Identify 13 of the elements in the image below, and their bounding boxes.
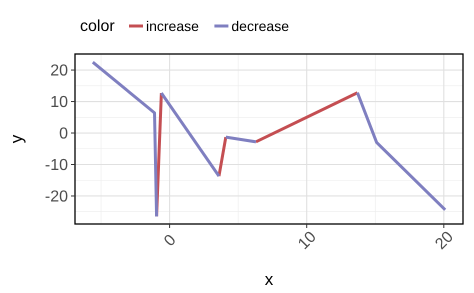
legend-label: decrease bbox=[231, 18, 290, 34]
y-tick-label: 20 bbox=[50, 62, 68, 80]
x-axis-title: x bbox=[264, 270, 274, 289]
x-tick-label: 10 bbox=[295, 228, 320, 254]
y-tick-label: 10 bbox=[50, 94, 68, 112]
legend-label: increase bbox=[146, 18, 200, 34]
y-tick-label: -10 bbox=[44, 157, 68, 174]
y-axis-title: y bbox=[7, 134, 26, 144]
x-tick-label: 0 bbox=[161, 232, 180, 250]
y-tick-label: -20 bbox=[44, 188, 68, 206]
x-tick-label: 20 bbox=[432, 228, 457, 254]
legend-title: color bbox=[80, 18, 116, 35]
y-tick-label: 0 bbox=[59, 126, 68, 143]
